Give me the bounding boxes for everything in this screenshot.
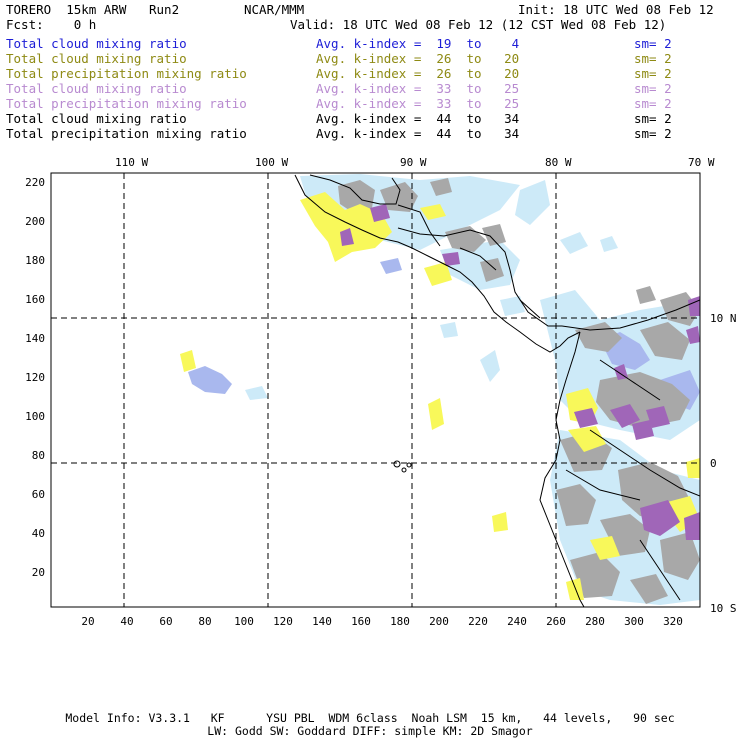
- south-america-north-coast: [561, 299, 700, 331]
- y-tick-label: 60: [32, 488, 45, 501]
- legend-row: Total cloud mixing ratio Avg. k-index = …: [6, 81, 736, 96]
- x-tick-label: 220: [468, 615, 488, 628]
- y-tick-label: 100: [25, 410, 45, 423]
- lat-labels: 10 N 0 10 S: [710, 312, 737, 615]
- y-tick-label: 120: [25, 371, 45, 384]
- y-tick-label: 180: [25, 254, 45, 267]
- x-tick-label: 140: [312, 615, 332, 628]
- x-tick-label: 120: [273, 615, 293, 628]
- x-tick-label: 80: [198, 615, 211, 628]
- legend-smoothing: sm= 2: [634, 126, 672, 141]
- lon-label: 110 W: [115, 156, 148, 169]
- lat-label: 10 N: [710, 312, 737, 325]
- forecast-hour: Fcst: 0 h: [6, 17, 97, 32]
- y-tick-label: 220: [25, 176, 45, 189]
- legend-index-range: Avg. k-index = 44 to 34: [316, 126, 520, 141]
- lat-label: 10 S: [710, 602, 737, 615]
- precip-yellow-areas: [180, 192, 700, 600]
- legend-row: Total precipitation mixing ratio Avg. k-…: [6, 126, 736, 141]
- legend-row: Total precipitation mixing ratio Avg. k-…: [6, 96, 736, 111]
- south-america-west-coast: [539, 331, 585, 607]
- x-tick-label: 300: [624, 615, 644, 628]
- model-title: TORERO 15km ARW Run2: [6, 2, 180, 17]
- yucatan-coast: [309, 174, 401, 205]
- lat-lon-gridlines: [51, 173, 700, 607]
- legend-smoothing: sm= 2: [634, 66, 672, 81]
- x-tick-label: 200: [429, 615, 449, 628]
- legend-smoothing: sm= 2: [634, 111, 672, 126]
- caribbean-coast: [397, 227, 562, 327]
- valid-time: Valid: 18 UTC Wed 08 Feb 12 (12 CST Wed …: [290, 17, 667, 32]
- lon-label: 100 W: [255, 156, 288, 169]
- legend-field-name: Total cloud mixing ratio: [6, 51, 187, 66]
- y-tick-label: 80: [32, 449, 45, 462]
- lon-label: 80 W: [545, 156, 572, 169]
- x-tick-label: 180: [390, 615, 410, 628]
- x-tick-label: 280: [585, 615, 605, 628]
- x-tick-label: 320: [663, 615, 683, 628]
- legend-row: Total cloud mixing ratio Avg. k-index = …: [6, 111, 736, 126]
- x-tick-label: 20: [81, 615, 94, 628]
- lon-label: 70 W: [688, 156, 715, 169]
- legend-field-name: Total precipitation mixing ratio: [6, 66, 247, 81]
- legend-index-range: Avg. k-index = 26 to 20: [316, 66, 520, 81]
- y-tick-label: 200: [25, 215, 45, 228]
- physics-info-line: LW: Godd SW: Goddard DIFF: simple KM: 2D…: [207, 724, 533, 738]
- galapagos-islands: [393, 460, 412, 473]
- y-tick-label: 20: [32, 566, 45, 579]
- x-axis-labels: 20 40 60 80 100 120 140 160 180 200 220 …: [81, 615, 683, 628]
- legend-smoothing: sm= 2: [634, 81, 672, 96]
- legend-field-name: Total precipitation mixing ratio: [6, 126, 247, 141]
- legend-index-range: Avg. k-index = 26 to 20: [316, 51, 520, 66]
- legend-field-name: Total cloud mixing ratio: [6, 111, 187, 126]
- legend-smoothing: sm= 2: [634, 51, 672, 66]
- legend-row: Total cloud mixing ratio Avg. k-index = …: [6, 36, 736, 51]
- x-tick-label: 260: [546, 615, 566, 628]
- organization-label: NCAR/MMM: [244, 2, 305, 17]
- legend-smoothing: sm= 2: [634, 96, 672, 111]
- legend-index-range: Avg. k-index = 44 to 34: [316, 111, 520, 126]
- coastlines: [294, 174, 700, 607]
- legend-row: Total precipitation mixing ratio Avg. k-…: [6, 66, 736, 81]
- x-tick-label: 40: [120, 615, 133, 628]
- y-tick-label: 140: [25, 332, 45, 345]
- lon-labels: 110 W 100 W 90 W 80 W 70 W: [115, 156, 715, 169]
- country-borders: [397, 204, 700, 601]
- lon-label: 90 W: [400, 156, 427, 169]
- y-axis-labels: 20 40 60 80 100 120 140 160 180 200 220: [25, 176, 45, 579]
- x-tick-label: 60: [159, 615, 172, 628]
- y-tick-label: 160: [25, 293, 45, 306]
- lat-label: 0: [710, 457, 717, 470]
- legend-row: Total cloud mixing ratio Avg. k-index = …: [6, 51, 736, 66]
- legend-field-name: Total cloud mixing ratio: [6, 81, 187, 96]
- legend-index-range: Avg. k-index = 19 to 4: [316, 36, 520, 51]
- field-shading: [180, 174, 700, 605]
- init-time: Init: 18 UTC Wed 08 Feb 12: [518, 2, 714, 17]
- plot-frame: [50, 172, 701, 608]
- legend-field-name: Total cloud mixing ratio: [6, 36, 187, 51]
- x-tick-label: 240: [507, 615, 527, 628]
- x-tick-label: 100: [234, 615, 254, 628]
- x-tick-label: 160: [351, 615, 371, 628]
- legend-index-range: Avg. k-index = 33 to 25: [316, 81, 520, 96]
- y-tick-label: 40: [32, 527, 45, 540]
- legend-field-name: Total precipitation mixing ratio: [6, 96, 247, 111]
- model-info-line: Model Info: V3.3.1 KF YSU PBL WDM 6class…: [65, 711, 675, 725]
- central-america-coast: [294, 174, 581, 353]
- legend-smoothing: sm= 2: [634, 36, 672, 51]
- legend-index-range: Avg. k-index = 33 to 25: [316, 96, 520, 111]
